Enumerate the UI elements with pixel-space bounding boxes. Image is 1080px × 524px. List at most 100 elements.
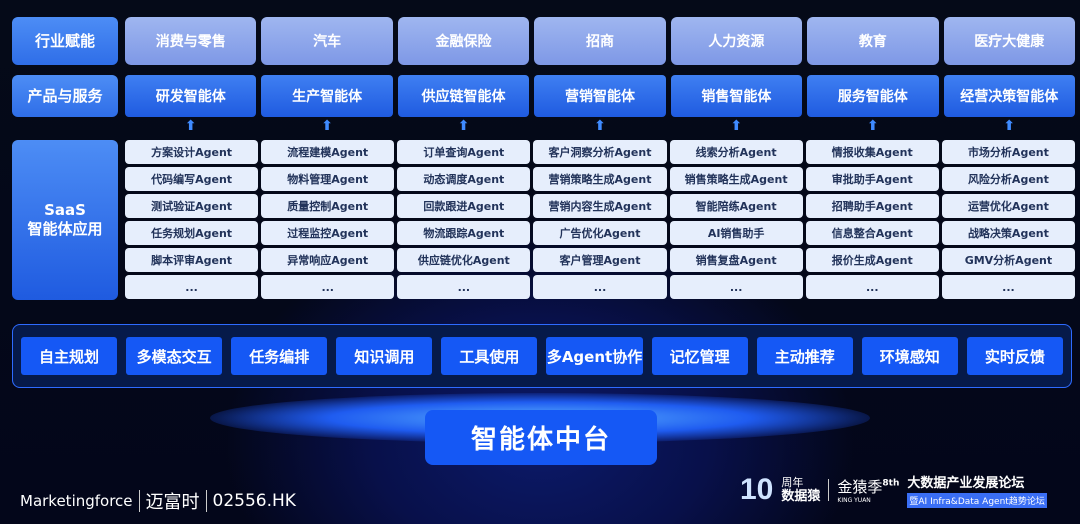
agent-cell: 信息整合Agent [805, 221, 939, 245]
capability-box: 自主规划 [21, 337, 118, 375]
capability-box: 任务编排 [231, 337, 328, 375]
saas-line1: SaaS [44, 201, 86, 220]
capability-box: 知识调用 [336, 337, 433, 375]
anniv-l1: 周年 [781, 475, 804, 489]
industry-row: 消费与零售 汽车 金融保险 招商 人力资源 教育 医疗大健康 [125, 17, 1075, 65]
arrow-up-icon: ⬆ [594, 118, 606, 134]
anniversary-logo: 10 [740, 473, 774, 506]
divider [205, 490, 207, 512]
agent-cell: 营销内容生成Agent [533, 194, 667, 218]
agent-cell: 方案设计Agent [125, 140, 259, 164]
agent-cell: 物流跟踪Agent [397, 221, 531, 245]
agent-cell: ... [397, 275, 531, 299]
agent-cell: 流程建模Agent [261, 140, 395, 164]
agent-cell: 客户洞察分析Agent [533, 140, 667, 164]
divider [828, 479, 830, 501]
industry-box: 金融保险 [397, 17, 530, 65]
agent-cell: 运营优化Agent [941, 194, 1075, 218]
arrow-up-icon: ⬆ [1003, 118, 1016, 134]
jinyuan: 金猿季 [837, 478, 883, 496]
product-box: 经营决策智能体 [943, 75, 1075, 117]
agent-cell: ... [261, 275, 395, 299]
agent-cell: 广告优化Agent [533, 221, 667, 245]
product-box: 服务智能体 [807, 75, 939, 117]
agent-cell: 战略决策Agent [941, 221, 1075, 245]
label-industry: 行业赋能 [12, 17, 118, 65]
agent-cell: 营销策略生成Agent [533, 167, 667, 191]
agent-cell: 脚本评审Agent [125, 248, 259, 272]
agent-cell: ... [669, 275, 803, 299]
capability-box: 多模态交互 [126, 337, 223, 375]
agent-cell: 市场分析Agent [941, 140, 1075, 164]
agent-cell: ... [533, 275, 667, 299]
agent-cell: ... [941, 275, 1075, 299]
agent-cell: 供应链优化Agent [397, 248, 531, 272]
agent-cell: 测试验证Agent [125, 194, 259, 218]
arrow-up-icon: ⬆ [184, 118, 197, 134]
capability-panel: 自主规划 多模态交互 任务编排 知识调用 工具使用 多Agent协作 记忆管理 主动推荐 环境感… [12, 324, 1072, 388]
jinyuan-sup: 8th [882, 478, 900, 489]
product-box: 生产智能体 [261, 75, 393, 117]
agent-cell: 智能陪练Agent [669, 194, 803, 218]
brand-logo: Marketingforce [20, 492, 133, 510]
product-box: 供应链智能体 [397, 75, 530, 117]
industry-box: 招商 [534, 17, 666, 65]
industry-box: 人力资源 [670, 17, 803, 65]
agent-cell: 招聘助手Agent [805, 194, 939, 218]
capability-box: 环境感知 [861, 337, 958, 375]
agent-cell: ... [125, 275, 259, 299]
arrow-up-icon: ⬆ [866, 118, 879, 134]
arrow-up-icon: ⬆ [321, 118, 333, 134]
industry-box: 汽车 [261, 17, 393, 65]
industry-box: 医疗大健康 [943, 17, 1075, 65]
agent-cell: GMV分析Agent [941, 248, 1075, 272]
agent-cell: 线索分析Agent [669, 140, 803, 164]
agent-cell: ... [805, 275, 939, 299]
capability-box: 多Agent协作 [546, 337, 643, 375]
label-products: 产品与服务 [12, 75, 118, 117]
forum-subtitle: 暨AI Infra&Data Agent趋势论坛 [907, 493, 1047, 508]
brand-cn: 迈富时 [145, 492, 200, 513]
arrow-up-icon: ⬆ [457, 118, 470, 134]
anniv-l2: 数据猿 [781, 488, 821, 504]
agent-cell: 物料管理Agent [261, 167, 395, 191]
capability-box: 工具使用 [441, 337, 538, 375]
label-saas: SaaS 智能体应用 [12, 140, 118, 300]
products-row: 研发智能体 生产智能体 供应链智能体 营销智能体 销售智能体 服务智能体 经营决策智能体 [125, 75, 1075, 117]
agent-cell: 订单查询Agent [397, 140, 531, 164]
anniversary-text: 周年 数据猿 [781, 476, 820, 505]
agent-cell: 报价生成Agent [805, 248, 939, 272]
agent-cell: 质量控制Agent [261, 194, 395, 218]
agent-cell: 异常响应Agent [261, 248, 395, 272]
industry-box: 教育 [807, 17, 939, 65]
forum: 大数据产业发展论坛暨AI Infra&Data Agent趋势论坛 [907, 472, 1047, 508]
agent-cell: AI销售助手 [669, 221, 803, 245]
agent-cell: 回款跟进Agent [397, 194, 531, 218]
product-box: 研发智能体 [125, 75, 257, 117]
capability-box: 主动推荐 [756, 337, 853, 375]
agent-cell: 代码编写Agent [125, 167, 259, 191]
agent-cell: 风险分析Agent [941, 167, 1075, 191]
capability-box: 实时反馈 [966, 337, 1063, 375]
agent-cell: 审批助手Agent [805, 167, 939, 191]
agent-cell: 销售复盘Agent [669, 248, 803, 272]
jinyuan-logo: 金猿季8th KING YUAN [837, 476, 899, 504]
platform-label: 智能体中台 [425, 410, 657, 465]
ticker: 02556.HK [212, 491, 296, 511]
agent-cell: 客户管理Agent [533, 248, 667, 272]
saas-line2: 智能体应用 [27, 220, 103, 238]
agent-cell: 销售策略生成Agent [669, 167, 803, 191]
capability-box: 记忆管理 [651, 337, 748, 375]
agent-cell: 情报收集Agent [805, 140, 939, 164]
agent-cell: 动态调度Agent [397, 167, 531, 191]
product-box: 营销智能体 [534, 75, 666, 117]
footer-event: 10 周年 数据猿 金猿季8th KING YUAN 大数据产业发展论坛暨AI In… [740, 472, 1047, 508]
industry-box: 消费与零售 [125, 17, 257, 65]
arrow-up-icon: ⬆ [730, 118, 743, 134]
agent-grid: 方案设计Agent 流程建模Agent 订单查询Agent 客户洞察分析Agent 线索… [125, 140, 1075, 299]
divider [138, 490, 140, 512]
jinyuan-en: KING YUAN [837, 497, 871, 504]
forum-title: 大数据产业发展论坛 [907, 476, 1025, 491]
agent-cell: 过程监控Agent [261, 221, 395, 245]
footer-brand: Marketingforce 迈富时 02556.HK [20, 488, 296, 514]
